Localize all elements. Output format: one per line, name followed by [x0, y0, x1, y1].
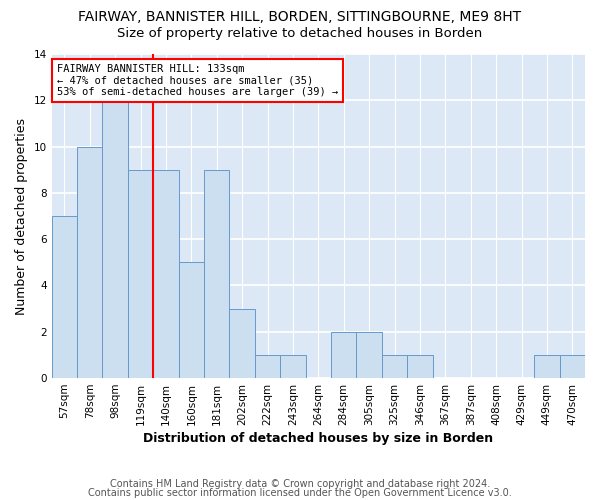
Bar [153, 170, 179, 378]
Text: Contains public sector information licensed under the Open Government Licence v3: Contains public sector information licen… [88, 488, 512, 498]
Y-axis label: Number of detached properties: Number of detached properties [15, 118, 28, 314]
Bar [77, 146, 103, 378]
Bar [255, 355, 280, 378]
Bar [356, 332, 382, 378]
Bar [280, 355, 305, 378]
Bar [103, 100, 128, 378]
Bar [407, 355, 433, 378]
X-axis label: Distribution of detached houses by size in Borden: Distribution of detached houses by size … [143, 432, 493, 445]
Bar [52, 216, 77, 378]
Text: Size of property relative to detached houses in Borden: Size of property relative to detached ho… [118, 28, 482, 40]
Bar [331, 332, 356, 378]
Text: FAIRWAY BANNISTER HILL: 133sqm
← 47% of detached houses are smaller (35)
53% of : FAIRWAY BANNISTER HILL: 133sqm ← 47% of … [57, 64, 338, 97]
Text: FAIRWAY, BANNISTER HILL, BORDEN, SITTINGBOURNE, ME9 8HT: FAIRWAY, BANNISTER HILL, BORDEN, SITTING… [79, 10, 521, 24]
Text: Contains HM Land Registry data © Crown copyright and database right 2024.: Contains HM Land Registry data © Crown c… [110, 479, 490, 489]
Bar [179, 262, 204, 378]
Bar [229, 308, 255, 378]
Bar [534, 355, 560, 378]
Bar [128, 170, 153, 378]
Bar [382, 355, 407, 378]
Bar [560, 355, 585, 378]
Bar [204, 170, 229, 378]
